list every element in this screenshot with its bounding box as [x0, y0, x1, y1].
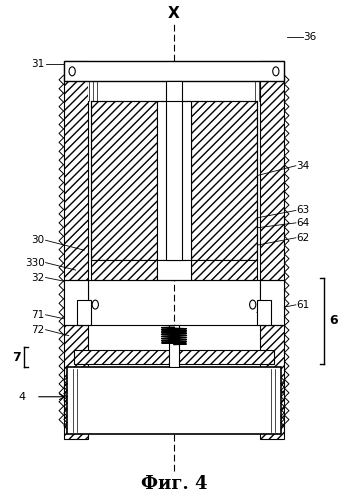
Bar: [72, 368, 276, 433]
Text: 64: 64: [296, 218, 310, 228]
Text: 31: 31: [31, 59, 45, 69]
Text: 71: 71: [31, 310, 45, 320]
Bar: [77, 300, 91, 324]
Bar: [157, 101, 191, 260]
Bar: [74, 350, 274, 364]
Text: 34: 34: [296, 160, 310, 170]
Bar: [169, 324, 179, 367]
Text: 32: 32: [31, 272, 45, 282]
Bar: [257, 300, 271, 324]
Text: 36: 36: [303, 32, 317, 42]
Bar: [157, 260, 191, 280]
Text: 30: 30: [31, 235, 45, 245]
Bar: [91, 101, 157, 260]
Circle shape: [92, 300, 98, 309]
Text: 61: 61: [296, 300, 310, 310]
Bar: [260, 62, 284, 439]
Text: 63: 63: [296, 206, 310, 216]
Bar: [91, 260, 157, 280]
Circle shape: [250, 300, 256, 309]
Bar: [191, 260, 257, 280]
Circle shape: [273, 67, 279, 76]
Bar: [88, 82, 260, 101]
Text: X: X: [168, 6, 180, 20]
Text: Фиг. 4: Фиг. 4: [141, 474, 207, 492]
Bar: [64, 62, 284, 82]
Bar: [64, 62, 88, 439]
Text: 330: 330: [25, 258, 45, 268]
Bar: [67, 367, 281, 434]
Text: 6: 6: [329, 314, 338, 328]
Text: 62: 62: [296, 233, 310, 243]
Bar: [260, 280, 284, 324]
Bar: [166, 82, 182, 260]
Circle shape: [69, 67, 75, 76]
Text: 72: 72: [31, 324, 45, 334]
Bar: [191, 101, 257, 260]
Text: 7: 7: [11, 350, 21, 364]
Bar: [64, 280, 88, 324]
Text: 4: 4: [18, 392, 25, 402]
